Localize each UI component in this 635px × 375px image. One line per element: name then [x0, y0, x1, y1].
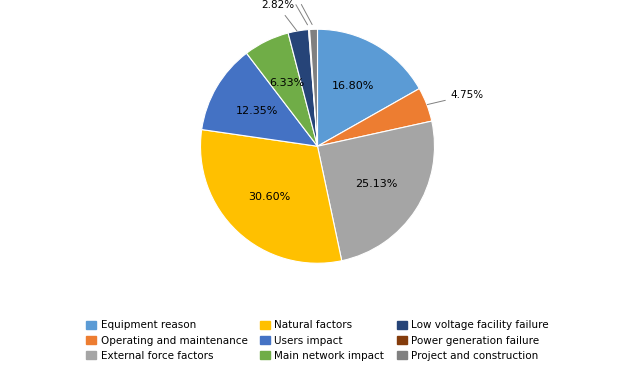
Wedge shape: [310, 29, 318, 146]
Text: 4.75%: 4.75%: [427, 90, 484, 105]
Wedge shape: [318, 29, 419, 146]
Wedge shape: [246, 33, 318, 146]
Wedge shape: [309, 30, 318, 146]
Wedge shape: [288, 30, 318, 146]
Text: 25.13%: 25.13%: [356, 179, 398, 189]
Text: 16.80%: 16.80%: [331, 81, 374, 91]
Wedge shape: [202, 53, 318, 146]
Text: 12.35%: 12.35%: [236, 106, 278, 116]
Wedge shape: [318, 88, 432, 146]
Wedge shape: [201, 129, 342, 263]
Legend: Equipment reason, Operating and maintenance, External force factors, Natural fac: Equipment reason, Operating and maintena…: [81, 315, 554, 366]
Text: 6.33%: 6.33%: [269, 78, 304, 88]
Wedge shape: [318, 121, 434, 261]
Text: 0.14%: 0.14%: [274, 0, 307, 25]
Text: 1.08%: 1.08%: [279, 0, 312, 24]
Text: 30.60%: 30.60%: [248, 192, 291, 202]
Text: 2.82%: 2.82%: [261, 0, 297, 31]
